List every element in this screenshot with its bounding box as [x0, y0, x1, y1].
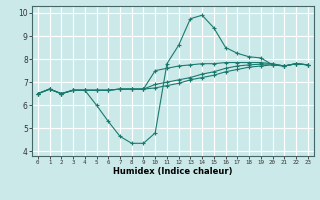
X-axis label: Humidex (Indice chaleur): Humidex (Indice chaleur): [113, 167, 233, 176]
